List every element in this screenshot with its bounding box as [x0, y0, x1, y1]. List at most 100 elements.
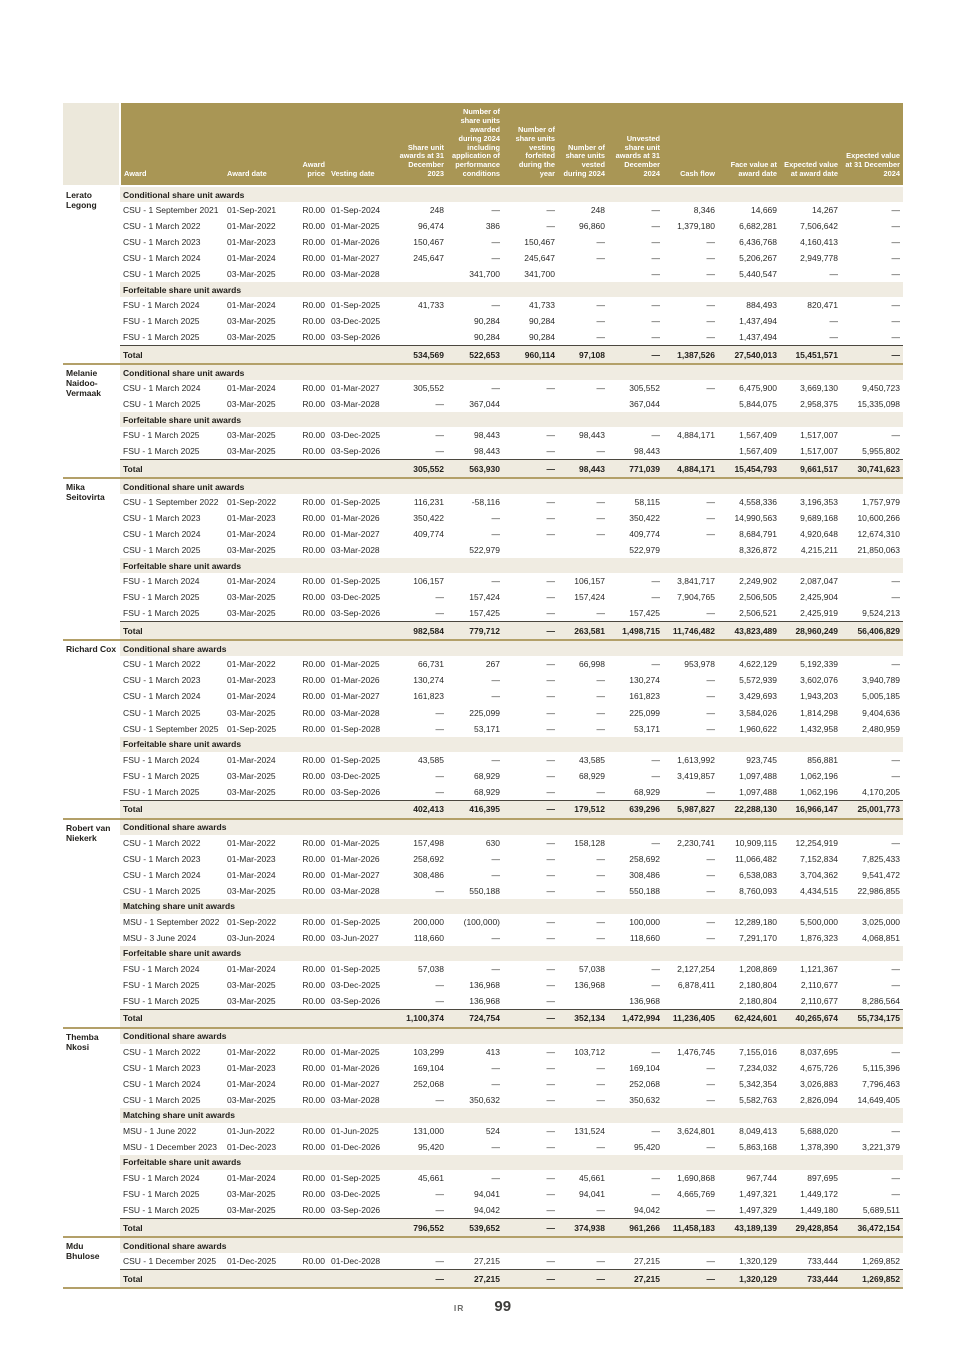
cell-vesting-date: 03-Jun-2027: [328, 929, 392, 946]
cell-expected-value-at-award-date: 7,506,642: [780, 218, 841, 235]
cell-expected-value-at-31-dec-2024: 3,025,000: [841, 913, 903, 930]
cell-unvested-at-31-dec-2024: —: [608, 834, 663, 851]
cell-expected-value-at-31-dec-2024: 10,600,266: [841, 510, 903, 527]
cell-unvested-at-31-dec-2024: 68,929: [608, 783, 663, 801]
cell-unvested-at-31-dec-2024: —: [608, 960, 663, 977]
cell-award-date: 01-Jun-2022: [224, 1122, 286, 1139]
award-row: FSU - 1 March 2025 03-Mar-2025 R0.00 03-Dec…: [63, 589, 903, 606]
cell-expected-value-at-31-dec-2024: —: [841, 656, 903, 673]
cell-units-at-31-dec-2023: 258,692: [392, 850, 447, 867]
cell-unvested-at-31-dec-2024: —: [608, 234, 663, 251]
cell-units-at-31-dec-2023: 248: [392, 202, 447, 219]
cell-expected-value-at-award-date: 5,688,020: [780, 1122, 841, 1139]
cell-expected-value-at-31-dec-2024: 7,796,463: [841, 1075, 903, 1092]
total-units-at-31-dec-2023: 1,100,374: [392, 1008, 447, 1029]
cell-units-at-31-dec-2023: 106,157: [392, 573, 447, 590]
cell-vesting-date: 01-Mar-2026: [328, 510, 392, 527]
cell-award-price: R0.00: [286, 250, 328, 267]
cell-units-vesting-forfeited: —: [503, 783, 558, 801]
cell-cash-flow: —: [663, 688, 718, 705]
cell-units-vested-2024: 157,424: [558, 589, 608, 606]
cell-face-value-at-award-date: 14,669: [718, 202, 780, 219]
cell-award-date: 03-Mar-2025: [224, 882, 286, 899]
cell-units-at-31-dec-2023: 308,486: [392, 866, 447, 883]
cell-award: FSU - 1 March 2024: [120, 297, 224, 314]
cell-units-vesting-forfeited: —: [503, 380, 558, 397]
cell-units-vesting-forfeited: —: [503, 589, 558, 606]
cell-units-awarded-2024: 94,042: [447, 1201, 503, 1219]
cell-unvested-at-31-dec-2024: 350,422: [608, 510, 663, 527]
total-units-vested-2024: 374,938: [558, 1218, 608, 1238]
cell-expected-value-at-award-date: 4,675,726: [780, 1059, 841, 1076]
total-unvested-at-31-dec-2024: 771,039: [608, 459, 663, 480]
cell-units-at-31-dec-2023: 161,823: [392, 688, 447, 705]
cell-award: CSU - 1 March 2024: [120, 688, 224, 705]
cell-units-at-31-dec-2023: —: [392, 1253, 447, 1270]
cell-units-at-31-dec-2023: —: [392, 976, 447, 993]
cell-units-awarded-2024: —: [447, 510, 503, 527]
cell-award: FSU - 1 March 2025: [120, 313, 224, 330]
cell-units-vested-2024: —: [558, 882, 608, 899]
award-row: CSU - 1 March 2022 01-Mar-2022 R0.00 01-Mar…: [63, 1043, 903, 1060]
cell-award-price: R0.00: [286, 542, 328, 559]
cell-expected-value-at-31-dec-2024: —: [841, 1169, 903, 1186]
total-expected-value-at-31-dec-2024: —: [841, 345, 903, 366]
total-face-value-at-award-date: 22,288,130: [718, 799, 780, 820]
cell-cash-flow: [663, 992, 718, 1010]
cell-face-value-at-award-date: 6,436,768: [718, 234, 780, 251]
cell-expected-value-at-31-dec-2024: —: [841, 960, 903, 977]
cell-expected-value-at-31-dec-2024: —: [841, 250, 903, 267]
cell-vesting-date: 01-Mar-2027: [328, 866, 392, 883]
cell-units-vesting-forfeited: —: [503, 1059, 558, 1076]
cell-vesting-date: 01-Sep-2025: [328, 494, 392, 511]
total-units-at-31-dec-2023: 534,569: [392, 345, 447, 366]
cell-expected-value-at-31-dec-2024: 21,850,063: [841, 542, 903, 559]
cell-expected-value-at-award-date: 2,425,919: [780, 605, 841, 622]
cell-unvested-at-31-dec-2024: 169,104: [608, 1059, 663, 1076]
cell-award-date: 03-Mar-2025: [224, 542, 286, 559]
total-face-value-at-award-date: 62,424,601: [718, 1008, 780, 1029]
cell-units-vesting-forfeited: —: [503, 751, 558, 768]
total-expected-value-at-award-date: 9,661,517: [780, 459, 841, 480]
cell-units-awarded-2024: -58,116: [447, 494, 503, 511]
award-row: FSU - 1 March 2024 01-Mar-2024 R0.00 01-Sep…: [63, 573, 903, 590]
cell-award: CSU - 1 March 2024: [120, 866, 224, 883]
cell-award: FSU - 1 March 2025: [120, 767, 224, 784]
cell-units-awarded-2024: 157,424: [447, 589, 503, 606]
cell-award-price: R0.00: [286, 218, 328, 235]
cell-units-at-31-dec-2023: 118,660: [392, 929, 447, 946]
cell-expected-value-at-award-date: 1,517,007: [780, 443, 841, 460]
cell-unvested-at-31-dec-2024: —: [608, 1185, 663, 1202]
cell-cash-flow: —: [663, 783, 718, 801]
cell-award: CSU - 1 September 2022: [120, 494, 224, 511]
cell-face-value-at-award-date: 14,990,563: [718, 510, 780, 527]
cell-face-value-at-award-date: 1,320,129: [718, 1253, 780, 1270]
cell-award-price: R0.00: [286, 976, 328, 993]
cell-expected-value-at-award-date: 1,517,007: [780, 427, 841, 444]
cell-unvested-at-31-dec-2024: 367,044: [608, 396, 663, 413]
award-row: CSU - 1 March 2025 03-Mar-2025 R0.00 03-Mar…: [63, 396, 903, 413]
cell-cash-flow: 1,690,868: [663, 1169, 718, 1186]
cell-vesting-date: 01-Sep-2025: [328, 573, 392, 590]
cell-award: CSU - 1 March 2025: [120, 704, 224, 721]
header-unvested-at-31-dec-2024: Unvested share unit awards at 31 Decembe…: [608, 103, 663, 187]
cell-unvested-at-31-dec-2024: 53,171: [608, 720, 663, 737]
cell-expected-value-at-award-date: 1,449,172: [780, 1185, 841, 1202]
cell-vesting-date: 03-Sep-2026: [328, 992, 392, 1010]
cell-cash-flow: 6,878,411: [663, 976, 718, 993]
cell-award: FSU - 1 March 2025: [120, 783, 224, 801]
cell-units-awarded-2024: 94,041: [447, 1185, 503, 1202]
cell-units-at-31-dec-2023: 169,104: [392, 1059, 447, 1076]
section-title: Matching share unit awards: [120, 898, 903, 914]
cell-units-vested-2024: —: [558, 1091, 608, 1108]
cell-units-awarded-2024: 136,968: [447, 992, 503, 1010]
cell-award-date: 03-Mar-2025: [224, 313, 286, 330]
cell-expected-value-at-31-dec-2024: —: [841, 751, 903, 768]
cell-units-vesting-forfeited: —: [503, 510, 558, 527]
cell-units-awarded-2024: —: [447, 866, 503, 883]
cell-award-price: R0.00: [286, 720, 328, 737]
header-corner: [63, 103, 121, 187]
cell-units-vesting-forfeited: —: [503, 443, 558, 460]
cell-expected-value-at-31-dec-2024: 15,335,098: [841, 396, 903, 413]
